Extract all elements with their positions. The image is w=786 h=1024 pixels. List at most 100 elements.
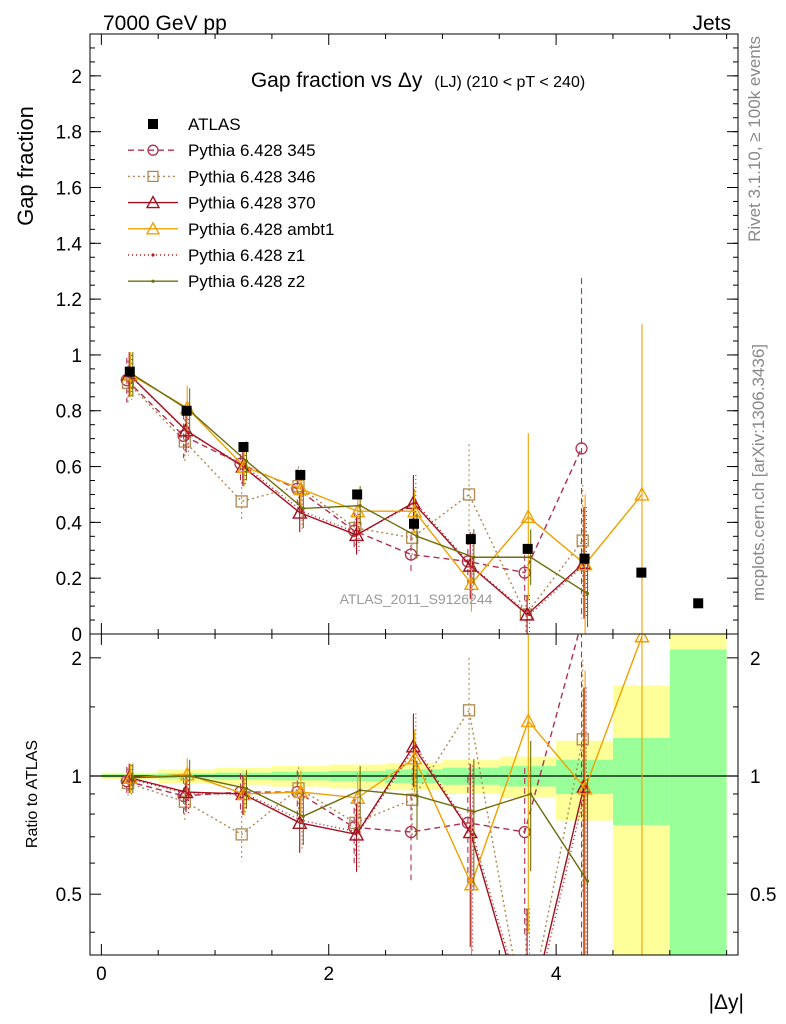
atlas-data-point [636,567,647,578]
ratio-data-point [244,786,249,790]
ratio-data-point [349,816,362,829]
atlas-data-point [693,598,704,609]
atlas-data-point [181,405,192,416]
series-line [127,382,584,616]
main-panel: Gap fraction vs Δy (LJ) (210 < pT < 240)… [13,33,739,646]
data-point [575,442,588,455]
ratio-data-point [414,744,418,748]
series-line [126,379,583,574]
main-title-text: Gap fraction vs Δy [251,69,423,92]
data-point [634,486,650,501]
ratio-data-point [188,774,192,778]
ratio-data-point [521,1020,534,1024]
ratio-y-tick-label: 2 [71,649,82,670]
ratio-data-point [585,879,590,883]
ratio-data-point [576,733,589,746]
data-point [462,488,476,501]
ratio-data-point [357,830,361,834]
rivet-version-label: Rivet 3.1.10, ≥ 100k events [745,36,764,242]
atlas-data-point [409,518,419,529]
atlas-data-point [522,543,533,554]
ratio-series-5 [131,741,590,955]
data-point [301,506,305,511]
data-point [415,534,419,538]
atlas-data-point [352,489,363,500]
ratio-y-tick-label-right: 0.5 [750,885,776,906]
ratio-series-line [126,634,580,833]
ratio-x-axis-label: |Δy| [709,991,744,1014]
mcplots-reference-label: mcplots.cern.ch [arXiv:1306.3436] [749,344,768,601]
ratio-inner [90,634,738,1024]
series-line [132,373,588,595]
atlas-data-point [579,553,590,564]
inner-uncertainty-band [612,737,670,826]
ratio-data-point [350,789,366,805]
ratio-data-point [529,792,533,796]
ratio-series-1 [121,657,589,955]
legend-label: Pythia 6.428 z2 [188,272,305,291]
ratio-series-3 [122,634,650,955]
main-y-tick-label: 2 [71,67,82,88]
legend: ATLAS Pythia 6.428 345 Pythia 6.428 346 Pyt… [128,115,334,291]
atlas-series [124,366,704,609]
series-3 [122,324,650,634]
legend-label: Pythia 6.428 346 [188,167,316,186]
data-point [406,503,423,518]
ratio-data-point [463,876,480,891]
data-point [121,376,135,389]
data-point [357,531,361,536]
ratio-x-tick-label: 4 [551,964,562,985]
data-point [348,524,361,537]
data-point [585,591,590,596]
ratio-series-2 [121,687,592,1024]
legend-marker [151,279,155,283]
ratio-data-point [301,814,305,818]
main-y-tick-label: 1.8 [56,123,82,144]
ratio-data-point [179,766,195,781]
main-title: Gap fraction vs Δy (LJ) (210 < pT < 240) [251,69,585,92]
atlas-data-point [465,534,476,545]
ratio-panel: Ratio to ATLAS |Δy| 0.5 0.5 1 1 2 2 0 2 4 [24,633,776,1024]
ratio-data-point [235,828,248,841]
ratio-data-point [520,713,536,728]
main-y-tick-label: 0.2 [56,569,82,590]
atlas-data-point [238,442,249,453]
ratio-data-point [358,788,362,792]
ratio-series-line [130,635,643,887]
ratio-data-point [406,793,419,806]
ratio-data-point [293,784,309,799]
ratio-y-tick-label-right: 1 [750,767,761,788]
ratio-y-tick-label: 0.5 [56,885,82,906]
ratio-x-tick-label: 2 [323,964,334,985]
atlas-data-point [295,469,306,480]
legend-label: Pythia 6.428 z1 [188,246,305,265]
legend-atlas-label: ATLAS [188,115,241,134]
main-y-tick-label: 1 [71,346,82,367]
ratio-data-point [348,826,365,841]
ratio-series-line [129,745,585,955]
legend-marker [151,253,155,257]
data-point [349,521,362,535]
ratio-data-point [406,750,423,765]
header-energy-label: 7000 GeV pp [103,12,227,35]
legend-marker [147,144,159,156]
data-point [472,555,476,559]
main-y-tick-label: 0.4 [56,513,83,534]
ratio-data-point [472,810,476,814]
data-point [358,504,362,508]
atlas-data-point [124,366,135,377]
ratio-data-point [415,794,419,798]
data-point [293,480,309,496]
ratio-data-point [634,634,650,643]
header-jets-label: Jets [692,12,731,35]
data-point [236,458,252,473]
legend-marker [145,195,161,209]
main-plot-area: 0 0.2 0.4 0.6 0.8 1 1.2 1.4 1.6 1.8 2 [56,33,739,646]
main-y-axis-label: Gap fraction [13,106,38,226]
data-point [577,556,593,571]
inner-uncertainty-band [669,649,727,955]
ratio-data-point [462,704,476,717]
ratio-data-point [178,795,191,808]
main-y-tick-label: 0 [71,625,82,646]
main-y-tick-label: 0.6 [56,458,82,479]
